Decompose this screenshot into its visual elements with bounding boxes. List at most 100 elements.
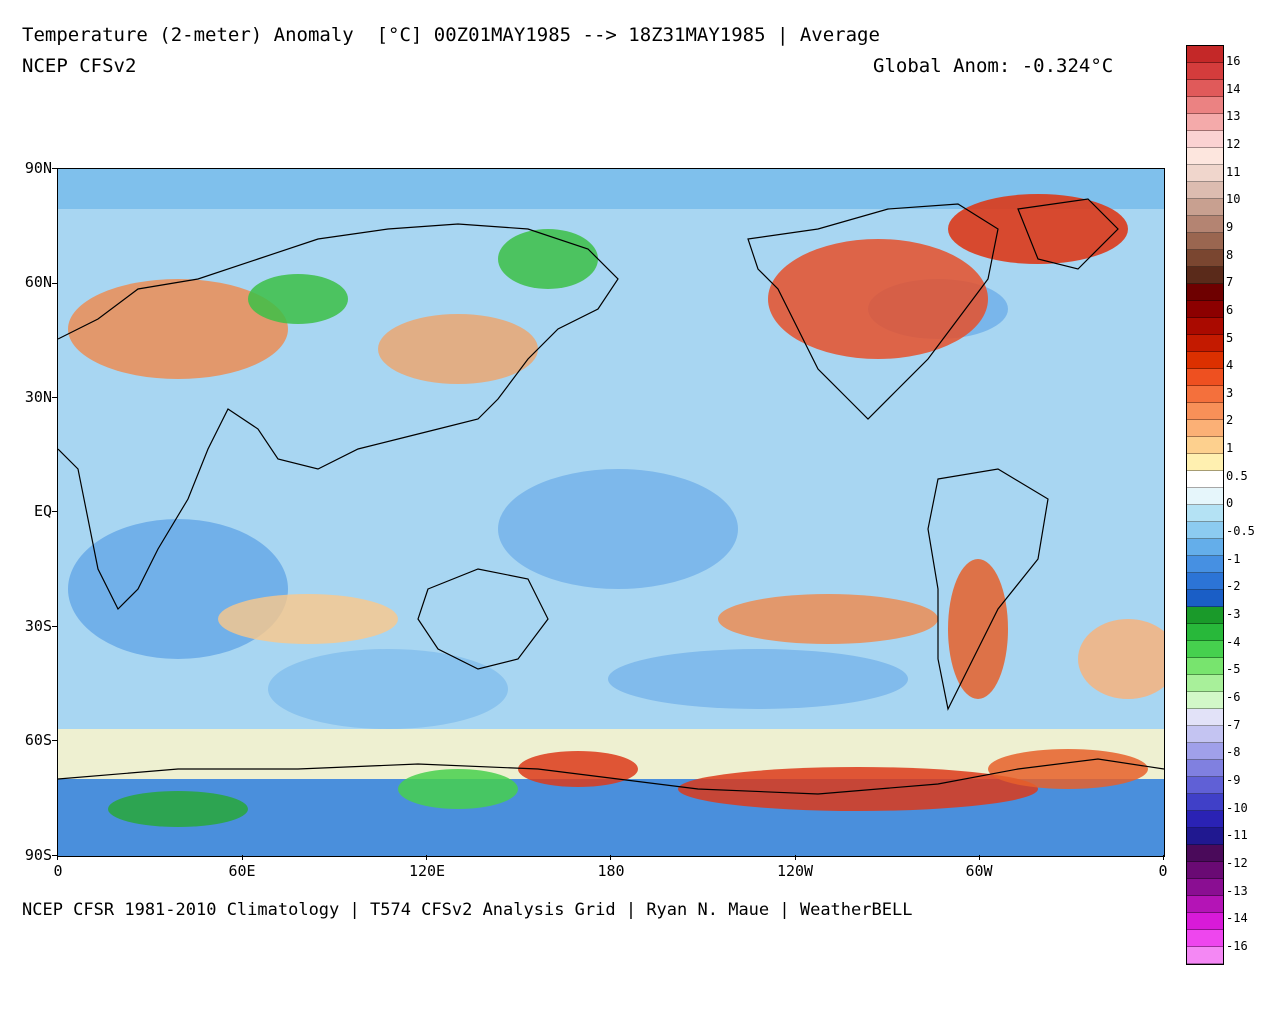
chart-title: Temperature (2-meter) Anomaly [°C] 00Z01… xyxy=(22,24,880,46)
cold-patch-antarctica-green xyxy=(108,791,248,827)
colorbar-cell xyxy=(1187,369,1223,386)
lon-label-180: 180 xyxy=(597,862,625,880)
colorbar-cell xyxy=(1187,607,1223,624)
footer-credit: NCEP CFSR 1981-2010 Climatology | T574 C… xyxy=(22,900,913,920)
colorbar-cell xyxy=(1187,896,1223,913)
colorbar-cell xyxy=(1187,505,1223,522)
colorbar-cell xyxy=(1187,658,1223,675)
australia-outline xyxy=(417,568,549,670)
colorbar-label: 14 xyxy=(1226,81,1241,96)
north-america-outline xyxy=(747,203,999,420)
colorbar-label: 11 xyxy=(1226,164,1241,179)
warm-patch-asia xyxy=(378,314,538,384)
lat-label-90s: 90S xyxy=(24,846,52,864)
colorbar-label: 4 xyxy=(1226,358,1234,373)
lat-label-30s: 30S xyxy=(24,617,52,635)
lon-tick xyxy=(57,855,58,860)
colorbar-label: -16 xyxy=(1226,938,1248,953)
colorbar-cell xyxy=(1187,165,1223,182)
lat-tick xyxy=(52,626,57,627)
colorbar-label: -9 xyxy=(1226,772,1241,787)
warm-patch-indian-ocean xyxy=(218,594,398,644)
colorbar-cell xyxy=(1187,471,1223,488)
colorbar-cell xyxy=(1187,352,1223,369)
colorbar-cell xyxy=(1187,386,1223,403)
colorbar-cell xyxy=(1187,590,1223,607)
colorbar-label: -3 xyxy=(1226,607,1241,621)
colorbar-cell xyxy=(1187,284,1223,301)
lon-tick xyxy=(1163,855,1164,860)
lon-label-120w: 120W xyxy=(776,862,814,880)
colorbar-cell xyxy=(1187,573,1223,590)
colorbar-cell xyxy=(1187,318,1223,335)
colorbar-label: 5 xyxy=(1226,330,1234,345)
colorbar-label: -1 xyxy=(1226,551,1241,566)
colorbar-cell xyxy=(1187,182,1223,199)
lon-tick xyxy=(795,855,796,860)
colorbar-label: 9 xyxy=(1226,219,1234,234)
colorbar-label: -4 xyxy=(1226,634,1241,649)
colorbar-cell xyxy=(1187,930,1223,947)
colorbar-cell xyxy=(1187,556,1223,573)
colorbar-label: -5 xyxy=(1226,662,1241,677)
colorbar-cell xyxy=(1187,335,1223,352)
colorbar-cell xyxy=(1187,913,1223,930)
greenland-outline xyxy=(1017,198,1119,270)
arctic-band xyxy=(58,169,1164,209)
colorbar-cell xyxy=(1187,845,1223,862)
lat-label-60n: 60N xyxy=(24,273,52,291)
colorbar-label: -2 xyxy=(1226,579,1241,594)
colorbar-cell xyxy=(1187,46,1223,63)
colorbar-cell xyxy=(1187,641,1223,658)
colorbar-label: 0 xyxy=(1226,496,1234,511)
colorbar-cell xyxy=(1187,709,1223,726)
lon-tick xyxy=(610,855,611,860)
cold-patch-antarctica-green xyxy=(398,769,518,809)
lon-tick xyxy=(242,855,243,860)
colorbar-label: 10 xyxy=(1226,192,1241,207)
colorbar-cell xyxy=(1187,862,1223,879)
colorbar-label: 1 xyxy=(1226,441,1234,456)
colorbar-cell xyxy=(1187,420,1223,437)
cold-patch-east-siberia-green xyxy=(498,229,598,289)
colorbar-cell xyxy=(1187,233,1223,250)
colorbar-cell xyxy=(1187,488,1223,505)
colorbar-cell xyxy=(1187,777,1223,794)
colorbar-cell xyxy=(1187,828,1223,845)
model-name: NCEP CFSv2 xyxy=(22,55,137,77)
colorbar-cell xyxy=(1187,879,1223,896)
lat-label-eq: EQ xyxy=(33,502,52,520)
warm-patch-south-pacific xyxy=(718,594,938,644)
colorbar-label: 12 xyxy=(1226,136,1241,151)
colorbar-label: -0.5 xyxy=(1226,524,1255,539)
coastlines xyxy=(58,198,1164,795)
lon-label-0-east: 0 xyxy=(1158,862,1168,880)
colorbar-label: 13 xyxy=(1226,109,1241,124)
colorbar-cell xyxy=(1187,148,1223,165)
lat-tick xyxy=(52,511,57,512)
colorbar-label: 3 xyxy=(1226,385,1234,400)
lon-label-0: 0 xyxy=(53,862,63,880)
colorbar-label: 8 xyxy=(1226,247,1234,262)
antarctica-coast xyxy=(58,758,1164,795)
colorbar-cell xyxy=(1187,250,1223,267)
colorbar-cell xyxy=(1187,80,1223,97)
lon-tick xyxy=(426,855,427,860)
colorbar-label: 0.5 xyxy=(1226,468,1248,483)
lat-tick xyxy=(52,397,57,398)
colorbar-cell xyxy=(1187,199,1223,216)
cold-patch xyxy=(268,649,508,729)
colorbar-label: -10 xyxy=(1226,800,1248,815)
colorbar-cell xyxy=(1187,726,1223,743)
global-anomaly: Global Anom: -0.324°C xyxy=(873,55,1114,77)
lat-tick xyxy=(52,283,57,284)
lat-label-30n: 30N xyxy=(24,388,52,406)
lat-tick xyxy=(52,168,57,169)
colorbar-cell xyxy=(1187,114,1223,131)
warm-patch-amundsen xyxy=(678,767,1038,811)
colorbar-label: 7 xyxy=(1226,275,1234,290)
colorbar-label: -8 xyxy=(1226,745,1241,760)
colorbar-label: -11 xyxy=(1226,828,1248,843)
lat-tick xyxy=(52,855,57,856)
colorbar-cell xyxy=(1187,624,1223,641)
